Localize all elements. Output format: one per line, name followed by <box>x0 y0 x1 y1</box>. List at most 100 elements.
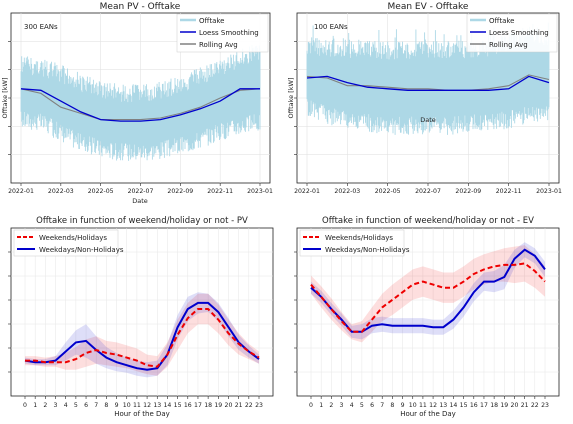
x-tick-label: 17 <box>194 402 202 409</box>
chart-title: Mean PV - Offtake <box>100 2 181 12</box>
x-tick-label: 0 <box>309 402 313 409</box>
panel-ev-offtake: 2022-01 2022-03 2022-05 2022-07 2022-09 2022-… <box>287 2 562 195</box>
x-tick-label: 2022-09 <box>455 188 481 195</box>
panel-pv-offtake: 2022-01 2022-03 2022-05 2022-07 2022-09 2022-… <box>1 2 273 205</box>
series-lines <box>20 88 261 122</box>
x-tick-label: 19 <box>214 402 222 409</box>
loess-smoothing-line <box>306 75 550 91</box>
x-tick-label: 10 <box>123 402 131 409</box>
x-tick-label: 4 <box>64 402 68 409</box>
x-tick-label: 16 <box>470 402 478 409</box>
legend-box <box>13 229 119 257</box>
x-tick-label: 20 <box>511 402 519 409</box>
panel-pv-weekend: 0 1 2 3 4 5 6 7 8 9 10 11 12 13 14 15 16 17 18 19 20 21 22 23 O… <box>8 216 274 418</box>
x-ticks: 0 1 2 3 4 5 6 7 8 9 10 11 12 13 14 15 16 17 18 19 20 21 22 23 <box>294 251 549 409</box>
x-tick-label: 2022-01 <box>294 188 320 195</box>
x-tick-label: 21 <box>235 402 243 409</box>
x-tick-label: 5 <box>74 402 78 409</box>
x-tick-label: 12 <box>429 402 437 409</box>
y-axis-label: Offtake [kW] <box>1 78 9 119</box>
grid <box>11 228 273 396</box>
x-tick-label: 23 <box>255 402 263 409</box>
x-tick-label: 18 <box>204 402 212 409</box>
legend: Offtake Loess Smoothing Rolling Avg <box>466 13 558 53</box>
x-tick-label: 12 <box>143 402 151 409</box>
line-weekend <box>25 308 260 368</box>
legend-label-smoothing: Loess Smoothing <box>489 29 549 37</box>
x-tick-label: 3 <box>340 402 344 409</box>
x-tick-label: 2 <box>43 402 47 409</box>
x-tick-label: 18 <box>490 402 498 409</box>
x-tick-label: 20 <box>225 402 233 409</box>
x-tick-label: 2 <box>329 402 333 409</box>
x-tick-label: 16 <box>184 402 192 409</box>
legend-label-rolling: Rolling Avg <box>489 41 528 49</box>
x-ticks: 2022-01 2022-03 2022-05 2022-07 2022-09 2022-… <box>294 41 562 195</box>
chart-title: Offtake in function of weekend/holiday o… <box>36 216 248 226</box>
series-lines <box>306 74 550 91</box>
rolling-avg-line <box>306 74 550 91</box>
x-tick-label: 22 <box>531 402 539 409</box>
legend-label-weekday: Weekdays/Non-Holidays <box>39 246 124 254</box>
x-tick-label: 11 <box>133 402 141 409</box>
x-tick-label: 6 <box>370 402 374 409</box>
chart-title: Mean EV - Offtake <box>388 2 469 12</box>
x-tick-label: 23 <box>541 402 549 409</box>
x-tick-label: 9 <box>115 402 119 409</box>
line-weekday <box>24 301 260 371</box>
legend-label-rolling: Rolling Avg <box>199 41 238 49</box>
x-tick-label: 7 <box>94 402 98 409</box>
chart-title: Offtake in function of weekend/holiday o… <box>322 216 534 226</box>
x-axis-label: Date <box>132 197 148 205</box>
x-tick-label: 17 <box>480 402 488 409</box>
x-tick-label: 13 <box>439 402 447 409</box>
x-tick-label: 2022-07 <box>415 188 441 195</box>
ean-count: 300 EANs <box>24 23 58 31</box>
x-tick-label: 4 <box>350 402 354 409</box>
x-tick-label: 1 <box>33 402 37 409</box>
x-tick-label: 2022-01 <box>8 188 34 195</box>
x-tick-label: 13 <box>153 402 161 409</box>
x-ticks: 2022-01 2022-03 2022-05 2022-07 2022-09 2022-… <box>8 41 273 195</box>
ean-count: 100 EANs <box>314 23 348 31</box>
legend-label-weekend: Weekends/Holidays <box>325 234 393 242</box>
x-axis-label: Hour of the Day <box>400 410 456 418</box>
legend-label-offtake: Offtake <box>489 17 514 25</box>
y-axis-label: Offtake [kW] <box>287 78 295 119</box>
legend: Offtake Loess Smoothing Rolling Avg <box>176 13 269 53</box>
series-lines <box>310 248 546 333</box>
x-tick-label: 22 <box>245 402 253 409</box>
x-tick-label: 19 <box>500 402 508 409</box>
x-tick-label: 2022-05 <box>88 188 114 195</box>
line-weekend <box>310 262 546 333</box>
x-tick-label: 11 <box>419 402 427 409</box>
x-axis-label: Date <box>420 116 436 124</box>
x-tick-label: 5 <box>360 402 364 409</box>
legend-box <box>176 13 269 53</box>
legend-label-smoothing: Loess Smoothing <box>199 29 259 37</box>
x-tick-label: 3 <box>54 402 58 409</box>
x-axis-label: Hour of the Day <box>114 410 170 418</box>
x-tick-label: 14 <box>163 402 171 409</box>
confidence-band-weekday <box>25 292 259 378</box>
x-tick-label: 2022-11 <box>496 188 522 195</box>
x-tick-label: 2022-03 <box>334 188 360 195</box>
legend-box <box>299 229 405 257</box>
legend: Weekends/Holidays Weekdays/Non-Holidays <box>13 229 124 257</box>
loess-smoothing-line <box>20 88 260 122</box>
x-tick-label: 0 <box>23 402 27 409</box>
x-tick-label: 21 <box>521 402 529 409</box>
x-tick-label: 7 <box>380 402 384 409</box>
x-tick-label: 2022-11 <box>207 188 233 195</box>
x-tick-label: 8 <box>104 402 108 409</box>
confidence-band-weekend <box>311 245 545 343</box>
x-tick-label: 2022-05 <box>375 188 401 195</box>
panel-ev-weekend: 0 1 2 3 4 5 6 7 8 9 10 11 12 13 14 15 16 17 18 19 20 21 22 23 O… <box>294 216 560 418</box>
legend-label-weekday: Weekdays/Non-Holidays <box>325 246 410 254</box>
x-tick-label: 2022-07 <box>128 188 154 195</box>
x-tick-label: 15 <box>460 402 468 409</box>
x-tick-label: 1 <box>319 402 323 409</box>
rolling-avg-line <box>20 88 261 121</box>
x-tick-label: 6 <box>84 402 88 409</box>
